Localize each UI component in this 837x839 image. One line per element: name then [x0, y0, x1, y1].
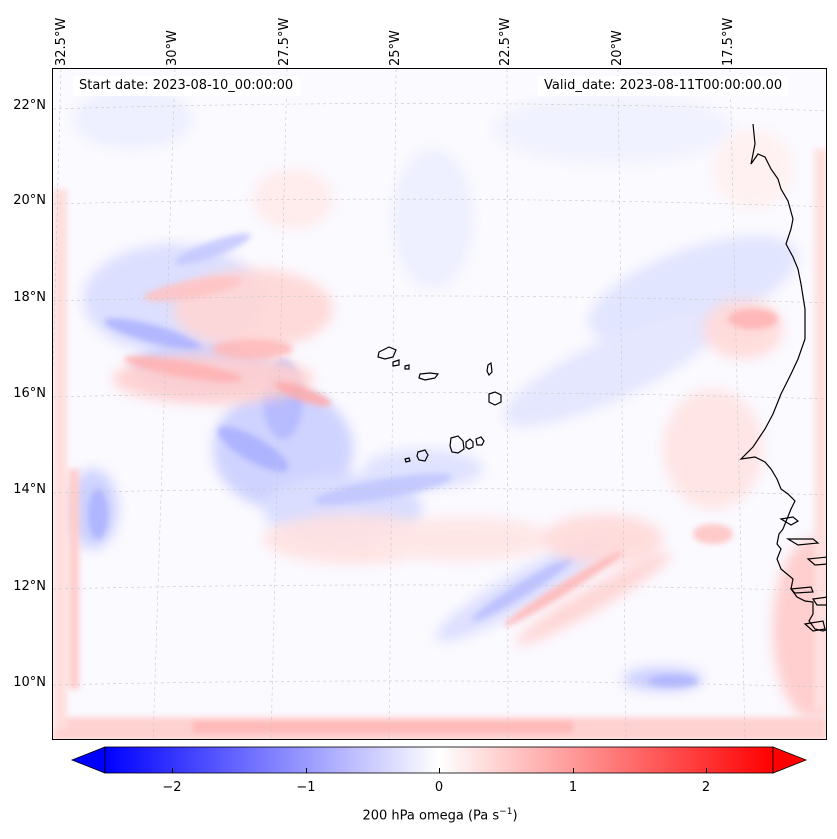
colorbar-tick-label: −1	[296, 780, 316, 795]
colorbar-tickmark	[573, 768, 574, 773]
lon-label-17.5w: 17.5°W	[721, 17, 736, 66]
omega-field-map	[53, 69, 826, 739]
lat-label-16n: 16°N	[13, 386, 46, 401]
boundary-bands	[53, 149, 826, 739]
lon-label-20w: 20°W	[610, 30, 625, 66]
positive-omega-regions	[113, 129, 826, 719]
colorbar-label: 200 hPa omega (Pa s−1)	[0, 807, 837, 823]
colorbar	[70, 746, 808, 774]
gridlines	[53, 69, 826, 739]
valid-date-label: Valid_date: 2023-08-11T00:00:00.00	[538, 76, 789, 96]
lat-label-12n: 12°N	[13, 579, 46, 594]
lon-label-22.5w: 22.5°W	[498, 17, 513, 66]
colorbar-label-suffix: )	[512, 808, 518, 824]
colorbar-label-exponent: −1	[499, 807, 513, 817]
lat-label-14n: 14°N	[13, 482, 46, 497]
colorbar-tickmark	[439, 768, 440, 773]
coastlines	[739, 123, 826, 632]
lat-label-10n: 10°N	[13, 675, 46, 690]
lon-label-32.5w: 32.5°W	[54, 17, 69, 66]
start-date-label: Start date: 2023-08-10_00:00:00	[73, 76, 300, 96]
colorbar-label-text: 200 hPa omega (Pa s	[362, 808, 500, 824]
lat-label-18n: 18°N	[13, 290, 46, 305]
lat-label-22n: 22°N	[13, 98, 46, 113]
cape-verde-islands	[377, 346, 502, 463]
strong-positive-streaks	[123, 276, 778, 627]
colorbar-tick-label: 1	[568, 780, 578, 795]
map-panel	[52, 68, 827, 740]
colorbar-tickmark	[706, 768, 707, 773]
colorbar-extend-min	[70, 746, 106, 774]
lon-label-25w: 25°W	[388, 30, 403, 66]
colorbar-tickmark	[172, 768, 173, 773]
lat-label-20n: 20°N	[13, 193, 46, 208]
colorbar-extend-max	[772, 746, 808, 774]
african-coastline	[739, 123, 826, 632]
colorbar-tick-label: 2	[701, 780, 711, 795]
lon-label-27.5w: 27.5°W	[277, 17, 292, 66]
lon-label-30w: 30°W	[165, 30, 180, 66]
colorbar-tick-label: 0	[434, 780, 444, 795]
colorbar-tick-label: −2	[162, 780, 182, 795]
colorbar-tickmark	[306, 768, 307, 773]
